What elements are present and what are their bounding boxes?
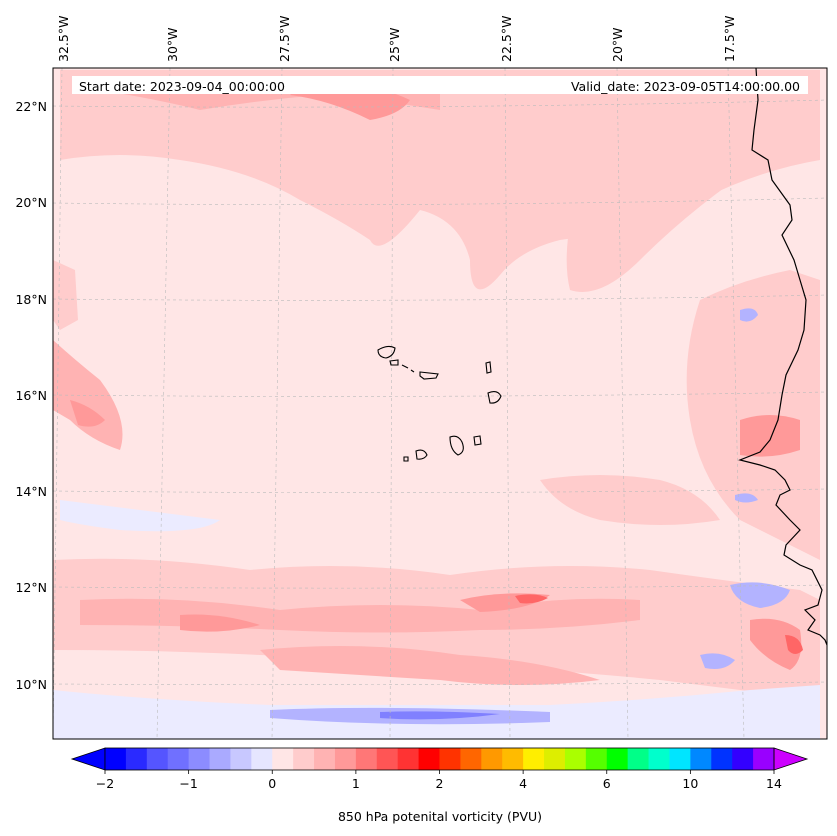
colorbar-cell bbox=[669, 748, 691, 770]
se-salmon-area bbox=[750, 618, 802, 670]
colorbar-cell bbox=[523, 748, 545, 770]
west-pink-blob bbox=[53, 260, 78, 330]
cape-verde-islands bbox=[377, 345, 502, 462]
latitude-ticks: 22°N 20°N 18°N 16°N 14°N 12°N 10°N bbox=[15, 99, 47, 692]
colorbar: −2 −1 0 1 2 4 6 10 14 bbox=[70, 747, 809, 791]
colorbar-cell bbox=[167, 748, 190, 770]
date-info-bar bbox=[72, 76, 808, 94]
colorbar-cell bbox=[146, 748, 169, 770]
colorbar-tick-label: 2 bbox=[436, 776, 444, 791]
lat-tick: 16°N bbox=[15, 388, 47, 403]
east-pink-area bbox=[686, 270, 820, 560]
lon-tick: 27.5°W bbox=[277, 16, 292, 62]
colorbar-tick-label: −2 bbox=[96, 776, 114, 791]
colorbar-cell bbox=[188, 748, 210, 770]
lat-tick: 12°N bbox=[15, 580, 47, 595]
se-red-spot bbox=[785, 635, 803, 654]
south-salmon-band bbox=[180, 614, 260, 632]
lon-tick: 32.5°W bbox=[56, 16, 71, 62]
colorbar-tick-label: 14 bbox=[766, 776, 782, 791]
colorbar-cell bbox=[732, 748, 754, 770]
colorbar-cell bbox=[355, 748, 378, 770]
colorbar-cell bbox=[439, 748, 461, 770]
east-salmon-band bbox=[740, 415, 800, 457]
south-pink-band-3 bbox=[260, 646, 600, 685]
lon-tick: 22.5°W bbox=[499, 16, 514, 62]
ne-pink-streak bbox=[566, 130, 780, 292]
colorbar-cell bbox=[481, 748, 503, 770]
colorbar-tick-label: 4 bbox=[519, 776, 527, 791]
lat-tick: 14°N bbox=[15, 484, 47, 499]
south-mid-blue-band bbox=[380, 711, 500, 720]
lat-tick: 18°N bbox=[15, 292, 47, 307]
map-frame bbox=[52, 67, 828, 740]
colorbar-cell bbox=[544, 748, 566, 770]
colorbar-cell bbox=[585, 748, 608, 770]
lat-tick: 20°N bbox=[15, 195, 47, 210]
colorbar-cell bbox=[753, 748, 775, 770]
east-blue-small-2 bbox=[735, 493, 758, 503]
west-salmon-coast bbox=[70, 400, 105, 427]
colorbar-extend-low bbox=[70, 747, 106, 771]
south-red-spot bbox=[515, 594, 548, 604]
east-blue-small bbox=[740, 308, 758, 322]
valid-date: Valid_date: 2023-09-05T14:00:00.00 bbox=[571, 79, 800, 94]
colorbar-cell bbox=[564, 748, 587, 770]
colorbar-cells bbox=[105, 748, 775, 770]
colorbar-label: 850 hPa potenital vorticity (PVU) bbox=[338, 809, 542, 824]
start-date: Start date: 2023-09-04_00:00:00 bbox=[79, 79, 285, 94]
colorbar-cell bbox=[460, 748, 482, 770]
colorbar-cell bbox=[334, 748, 357, 770]
colorbar-cell bbox=[125, 748, 148, 770]
lon-tick: 30°W bbox=[165, 27, 180, 62]
colorbar-cell bbox=[648, 748, 670, 770]
lon-tick: 20°W bbox=[610, 27, 625, 62]
longitude-ticks: 32.5°W 30°W 27.5°W 25°W 22.5°W 20°W 17.5… bbox=[56, 16, 737, 62]
colorbar-cell bbox=[105, 748, 127, 770]
african-coastline bbox=[738, 68, 827, 646]
lat-tick: 10°N bbox=[15, 677, 47, 692]
colorbar-cell bbox=[209, 748, 231, 770]
se-blue-area bbox=[730, 582, 790, 608]
lon-tick: 25°W bbox=[387, 27, 402, 62]
colorbar-tick-label: −1 bbox=[179, 776, 197, 791]
colorbar-cell bbox=[397, 748, 419, 770]
colorbar-ticks: −2 −1 0 1 2 4 6 10 14 bbox=[96, 770, 782, 791]
mid-pink-band bbox=[540, 475, 720, 525]
colorbar-cell bbox=[418, 748, 440, 770]
pv-field bbox=[53, 68, 827, 739]
colorbar-cell bbox=[627, 748, 649, 770]
mid-light-blue-band bbox=[60, 500, 220, 532]
colorbar-tick-label: 6 bbox=[603, 776, 611, 791]
colorbar-cell bbox=[230, 748, 252, 770]
graticule bbox=[53, 68, 827, 739]
west-pink-coast bbox=[53, 340, 123, 450]
colorbar-cell bbox=[251, 748, 273, 770]
colorbar-cell bbox=[690, 748, 712, 770]
colorbar-extend-high bbox=[773, 747, 809, 771]
colorbar-tick-label: 0 bbox=[268, 776, 276, 791]
colorbar-cell bbox=[314, 748, 336, 770]
colorbar-tick-label: 1 bbox=[352, 776, 360, 791]
lat-tick: 22°N bbox=[15, 99, 47, 114]
colorbar-cell bbox=[376, 748, 399, 770]
colorbar-cell bbox=[606, 748, 629, 770]
colorbar-cell bbox=[711, 748, 733, 770]
se-blue-spot bbox=[700, 653, 735, 669]
colorbar-cell bbox=[502, 748, 524, 770]
colorbar-tick-label: 10 bbox=[682, 776, 698, 791]
colorbar-cell bbox=[293, 748, 315, 770]
colorbar-cell bbox=[272, 748, 294, 770]
north-pink-band bbox=[60, 70, 820, 290]
lon-tick: 17.5°W bbox=[722, 16, 737, 62]
